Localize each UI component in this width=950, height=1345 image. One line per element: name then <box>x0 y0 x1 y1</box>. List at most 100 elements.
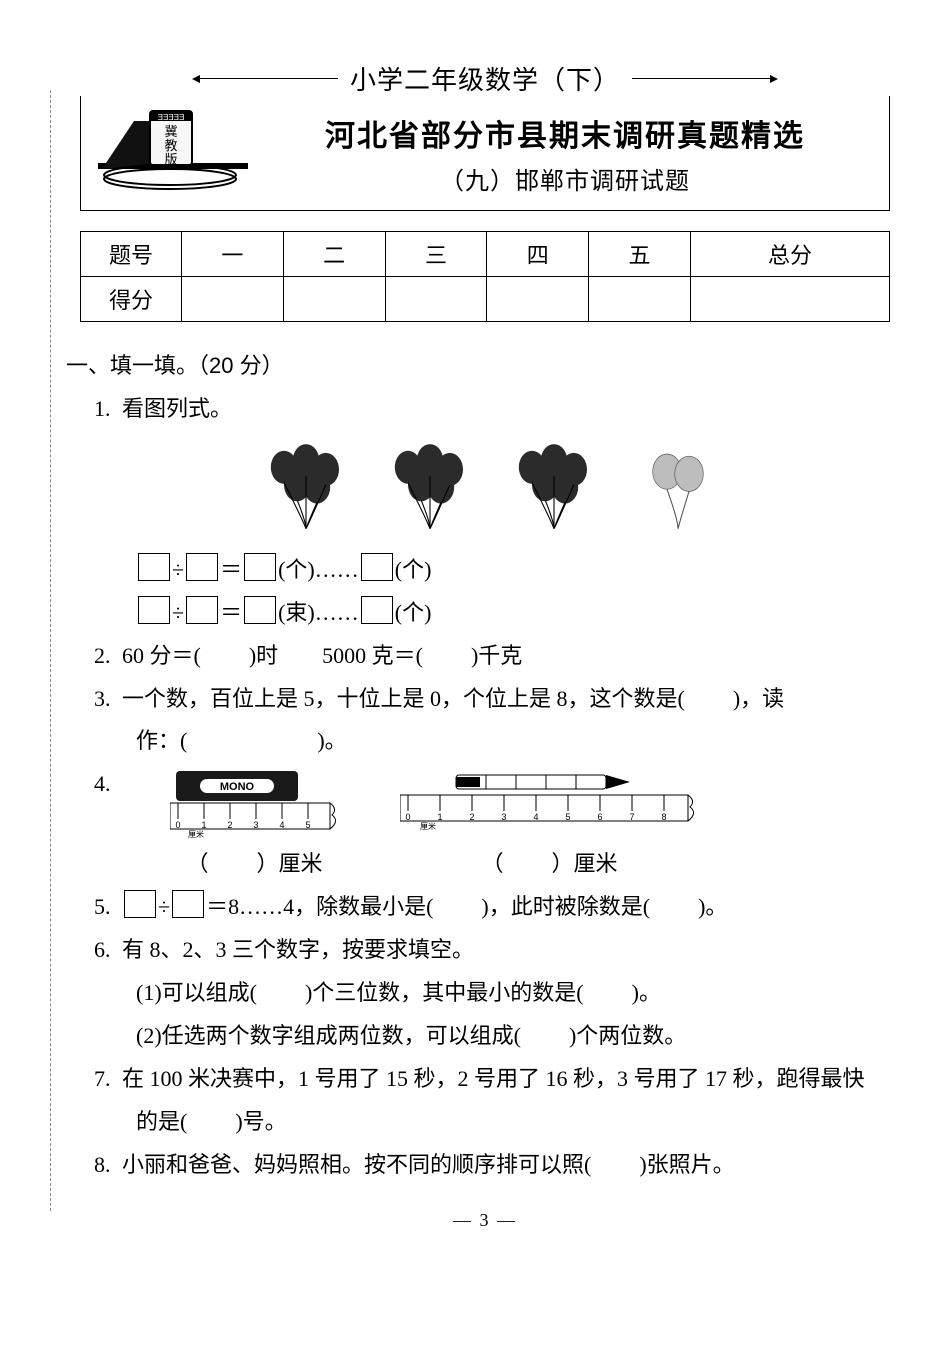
q6-sub2: (2)任选两个数字组成两位数，可以组成()个两位数。 <box>136 1015 890 1058</box>
answer-box[interactable] <box>186 596 218 624</box>
q7-line2: 的是()号。 <box>136 1101 890 1144</box>
grade-title-row: 小学二年级数学（下） <box>80 60 890 97</box>
q-number: 5. <box>94 886 122 929</box>
q-number: 2. <box>94 635 122 678</box>
answer-box[interactable] <box>244 596 276 624</box>
q5-mid: ＝8……4，除数最小是( <box>206 894 433 919</box>
svg-text:7: 7 <box>629 812 634 822</box>
score-cell[interactable] <box>589 277 691 322</box>
answer-box[interactable] <box>124 890 156 918</box>
svg-text:MONO: MONO <box>219 781 254 793</box>
row-label: 得分 <box>81 277 182 322</box>
svg-text:1: 1 <box>437 812 442 822</box>
question-2: 2.60 分＝()时 5000 克＝()千克 <box>94 635 890 678</box>
q2-part2-post: )千克 <box>471 643 522 668</box>
balloon-cluster-icon <box>386 443 474 531</box>
question-4: 4. MONO 0 1 2 3 4 5 厘米 <box>94 763 890 886</box>
q2-part2-pre: 5000 克＝( <box>322 643 423 668</box>
q-number: 7. <box>94 1058 122 1101</box>
svg-text:5: 5 <box>305 820 310 830</box>
section-1-heading: 一、填一填。（20 分） <box>66 348 890 380</box>
title-arrow-right-icon <box>632 78 772 79</box>
q4-item2-label: （）厘米 <box>400 843 700 886</box>
q8-post: )张照片。 <box>639 1152 734 1177</box>
pencil-ruler-icon: 012 345 678 厘米 <box>400 769 700 839</box>
svg-text:3: 3 <box>253 820 258 830</box>
unit-text: (个) <box>395 600 432 625</box>
question-3: 3.一个数，百位上是 5，十位上是 0，个位上是 8，这个数是( )，读 作：()… <box>94 678 890 764</box>
q3-line2-pre: 作：( <box>136 728 187 753</box>
q-number: 1. <box>94 388 122 431</box>
svg-text:0: 0 <box>405 812 410 822</box>
svg-text:8: 8 <box>661 812 666 822</box>
q5-post: )。 <box>698 894 727 919</box>
binding-dashed-line <box>50 90 51 1211</box>
svg-text:2: 2 <box>227 820 232 830</box>
q4-figures-row: MONO 0 1 2 3 4 5 厘米 （）厘米 <box>170 769 700 886</box>
balloon-cluster-icon <box>510 443 598 531</box>
svg-text:教: 教 <box>164 138 177 153</box>
answer-box[interactable] <box>361 553 393 581</box>
score-table: 题号 一 二 三 四 五 总分 得分 <box>80 231 890 322</box>
svg-text:4: 4 <box>279 820 284 830</box>
question-7: 7.在 100 米决赛中，1 号用了 15 秒，2 号用了 16 秒，3 号用了… <box>94 1058 890 1144</box>
svg-text:厘米: 厘米 <box>420 821 436 831</box>
col-head: 三 <box>385 232 487 277</box>
exam-subtitle: （九）邯郸市调研试题 <box>440 161 690 196</box>
q4-item1-label: （）厘米 <box>170 843 340 886</box>
col-head: 四 <box>487 232 589 277</box>
q3-line1-pre: 一个数，百位上是 5，十位上是 0，个位上是 8，这个数是( <box>122 686 685 711</box>
answer-box[interactable] <box>186 553 218 581</box>
svg-text:2: 2 <box>469 812 474 822</box>
q-number: 6. <box>94 929 122 972</box>
col-head: 二 <box>283 232 385 277</box>
book-hand-icon: ƎƎƎƎƎ 冀 教 版 <box>92 103 252 203</box>
q1-expression-2: ÷＝(束)……(个) <box>136 592 890 635</box>
answer-box[interactable] <box>361 596 393 624</box>
q8-pre: 小丽和爸爸、妈妈照相。按不同的顺序排可以照( <box>122 1152 591 1177</box>
grade-title: 小学二年级数学（下） <box>350 60 620 97</box>
svg-text:6: 6 <box>597 812 602 822</box>
q-number: 4. <box>94 763 122 806</box>
col-head: 总分 <box>690 232 889 277</box>
header-block: 小学二年级数学（下） ƎƎƎƎƎ 冀 教 版 河北省部分市 <box>80 60 890 322</box>
q4-eraser-figure: MONO 012 345 厘米 （）厘米 <box>170 769 340 886</box>
svg-text:厘米: 厘米 <box>188 829 204 839</box>
answer-box[interactable] <box>138 596 170 624</box>
page-number: — 3 — <box>80 1210 890 1231</box>
score-cell[interactable] <box>690 277 889 322</box>
unit-text: (束)…… <box>278 600 359 625</box>
answer-box[interactable] <box>172 890 204 918</box>
svg-text:5: 5 <box>565 812 570 822</box>
title-frame: ƎƎƎƎƎ 冀 教 版 河北省部分市县期末调研真题精选 （九）邯郸市调研试题 <box>80 96 890 211</box>
answer-box[interactable] <box>138 553 170 581</box>
question-1: 1.看图列式。 <box>94 388 890 635</box>
q-text: 看图列式。 <box>122 396 232 421</box>
col-head: 一 <box>182 232 284 277</box>
score-cell[interactable] <box>487 277 589 322</box>
row-label: 题号 <box>81 232 182 277</box>
unit-text: (个)…… <box>278 557 359 582</box>
answer-box[interactable] <box>244 553 276 581</box>
question-6: 6.有 8、2、3 三个数字，按要求填空。 (1)可以组成()个三位数，其中最小… <box>94 929 890 1058</box>
q6-intro: 有 8、2、3 三个数字，按要求填空。 <box>122 937 474 962</box>
q1-expression-1: ÷＝(个)……(个) <box>136 549 890 592</box>
title-arrow-left-icon <box>198 78 338 79</box>
q3-line2-post: )。 <box>317 728 346 753</box>
score-cell[interactable] <box>385 277 487 322</box>
question-8: 8.小丽和爸爸、妈妈照相。按不同的顺序排可以照()张照片。 <box>94 1144 890 1187</box>
title-text-block: 河北省部分市县期末调研真题精选 （九）邯郸市调研试题 <box>257 104 873 202</box>
svg-text:0: 0 <box>175 820 180 830</box>
svg-text:ƎƎƎƎƎ: ƎƎƎƎƎ <box>158 113 185 122</box>
svg-text:冀: 冀 <box>164 124 177 139</box>
score-cell[interactable] <box>182 277 284 322</box>
q2-part1-pre: 60 分＝( <box>122 643 201 668</box>
score-cell[interactable] <box>283 277 385 322</box>
exam-page: 小学二年级数学（下） ƎƎƎƎƎ 冀 教 版 河北省部分市 <box>0 0 950 1271</box>
unit-text: (个) <box>395 557 432 582</box>
balloon-figure-row <box>94 443 890 531</box>
q3-line1-post: )，读 <box>733 686 784 711</box>
q3-line2: 作：( )。 <box>136 720 890 763</box>
q4-pencil-figure: 012 345 678 厘米 （）厘米 <box>400 769 700 886</box>
q-number: 3. <box>94 678 122 721</box>
